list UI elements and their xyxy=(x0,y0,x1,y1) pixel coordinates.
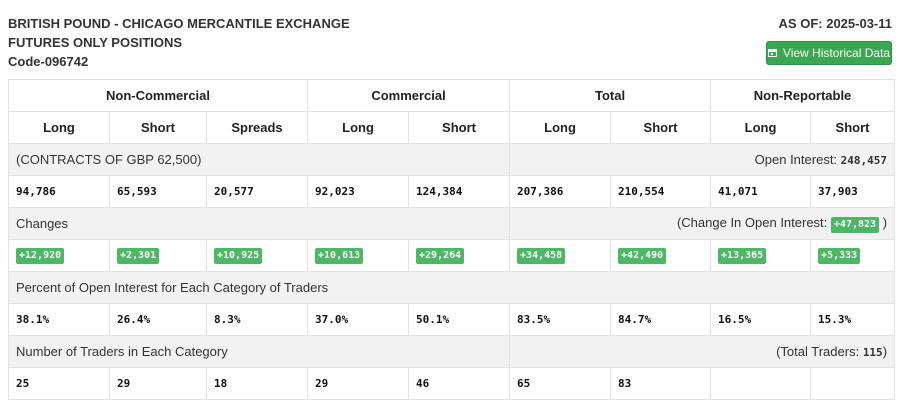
position-cell: 41,071 xyxy=(710,175,812,208)
position-cell: 65,593 xyxy=(109,175,207,208)
column-header: Long xyxy=(307,111,410,144)
total-traders-label: (Total Traders: xyxy=(776,344,860,359)
change-cell: +34,458 xyxy=(509,239,612,272)
group-header: Non-Commercial xyxy=(7,79,309,112)
changes-label: Changes xyxy=(7,207,511,240)
change-cell: +29,264 xyxy=(408,239,511,272)
column-header-row: Long Short Spreads Long Short Long Short… xyxy=(8,111,896,144)
open-interest-value: 248,457 xyxy=(840,154,888,167)
group-header-row: Non-Commercial Commercial Total Non-Repo… xyxy=(7,79,896,112)
percent-cell: 83.5% xyxy=(509,303,612,336)
column-header: Long xyxy=(710,111,812,144)
change-open-interest-badge: +47,823 xyxy=(830,216,880,233)
position-cell: 207,386 xyxy=(509,175,612,208)
group-header: Total xyxy=(509,79,712,112)
cot-positions-table: Non-Commercial Commercial Total Non-Repo… xyxy=(7,79,896,400)
percent-cell: 38.1% xyxy=(8,303,110,336)
traders-row: 25 29 18 29 46 65 83 xyxy=(8,367,896,400)
open-interest-cell: Open Interest: 248,457 xyxy=(509,143,896,176)
percent-label: Percent of Open Interest for Each Catego… xyxy=(7,271,896,304)
column-header: Short xyxy=(408,111,511,144)
traders-cell: 29 xyxy=(307,367,410,400)
change-cell: +2,301 xyxy=(109,239,207,272)
percent-cell: 84.7% xyxy=(610,303,712,336)
traders-label: Number of Traders in Each Category xyxy=(7,335,511,368)
traders-section-row: Number of Traders in Each Category (Tota… xyxy=(7,335,896,368)
traders-cell: 65 xyxy=(509,367,612,400)
changes-row: +12,920 +2,301 +10,925 +10,613 +29,264 +… xyxy=(8,239,896,272)
change-badge: +42,490 xyxy=(618,247,667,264)
position-cell: 20,577 xyxy=(205,175,309,208)
traders-cell: 83 xyxy=(610,367,712,400)
change-open-interest-cell: (Change In Open Interest: +47,823 ) xyxy=(509,207,896,240)
change-badge: +10,925 xyxy=(214,247,263,264)
contracts-label: (CONTRACTS OF GBP 62,500) xyxy=(7,143,511,176)
group-header: Commercial xyxy=(307,79,511,112)
percent-cell: 8.3% xyxy=(205,303,309,336)
total-traders-cell: (Total Traders: 115) xyxy=(509,335,896,368)
traders-cell xyxy=(710,367,812,400)
position-cell: 94,786 xyxy=(8,175,110,208)
change-cell: +12,920 xyxy=(8,239,110,272)
percent-cell: 16.5% xyxy=(710,303,812,336)
change-badge: +5,333 xyxy=(818,247,861,264)
traders-cell: 25 xyxy=(8,367,110,400)
contract-code: Code-096742 xyxy=(8,54,89,69)
percent-cell: 26.4% xyxy=(109,303,207,336)
column-header: Long xyxy=(8,111,110,144)
column-header: Short xyxy=(610,111,712,144)
position-cell: 124,384 xyxy=(408,175,511,208)
title-line-1: BRITISH POUND - CHICAGO MERCANTILE EXCHA… xyxy=(8,16,350,31)
change-badge: +13,365 xyxy=(718,247,767,264)
contracts-section-row: (CONTRACTS OF GBP 62,500) Open Interest:… xyxy=(7,143,896,176)
change-cell: +5,333 xyxy=(810,239,896,272)
column-header: Short xyxy=(810,111,896,144)
percent-cell: 15.3% xyxy=(810,303,896,336)
change-cell: +10,613 xyxy=(307,239,410,272)
change-cell: +13,365 xyxy=(710,239,812,272)
positions-row: 94,786 65,593 20,577 92,023 124,384 207,… xyxy=(8,175,896,208)
changes-section-row: Changes (Change In Open Interest: +47,82… xyxy=(7,207,896,240)
change-badge: +10,613 xyxy=(315,247,364,264)
as-of-date: AS OF: 2025-03-11 xyxy=(778,16,892,31)
title-line-2: FUTURES ONLY POSITIONS xyxy=(8,35,183,50)
percent-cell: 37.0% xyxy=(307,303,410,336)
traders-cell xyxy=(810,367,896,400)
column-header: Spreads xyxy=(205,111,309,144)
report-title: BRITISH POUND - CHICAGO MERCANTILE EXCHA… xyxy=(8,14,350,71)
traders-cell: 18 xyxy=(205,367,309,400)
view-historical-data-button[interactable]: View Historical Data xyxy=(766,41,892,65)
change-badge: +34,458 xyxy=(517,247,566,264)
traders-cell: 46 xyxy=(408,367,511,400)
column-header: Long xyxy=(509,111,612,144)
column-header: Short xyxy=(109,111,207,144)
change-badge: +12,920 xyxy=(16,247,65,264)
percent-section-row: Percent of Open Interest for Each Catego… xyxy=(7,271,896,304)
change-cell: +42,490 xyxy=(610,239,712,272)
change-open-interest-label: (Change In Open Interest: xyxy=(676,214,828,230)
change-open-interest-close: ) xyxy=(882,214,888,230)
position-cell: 210,554 xyxy=(610,175,712,208)
calendar-icon xyxy=(767,49,777,57)
total-traders-value: 115 xyxy=(862,346,883,359)
position-cell: 92,023 xyxy=(307,175,410,208)
group-header: Non-Reportable xyxy=(710,79,896,112)
open-interest-label: Open Interest: xyxy=(754,152,838,167)
percent-row: 38.1% 26.4% 8.3% 37.0% 50.1% 83.5% 84.7%… xyxy=(8,303,896,336)
traders-cell: 29 xyxy=(109,367,207,400)
total-traders-close: ) xyxy=(882,344,888,359)
position-cell: 37,903 xyxy=(810,175,896,208)
change-badge: +29,264 xyxy=(416,247,465,264)
view-historical-data-label: View Historical Data xyxy=(782,46,891,60)
percent-cell: 50.1% xyxy=(408,303,511,336)
change-cell: +10,925 xyxy=(205,239,309,272)
change-badge: +2,301 xyxy=(117,247,160,264)
